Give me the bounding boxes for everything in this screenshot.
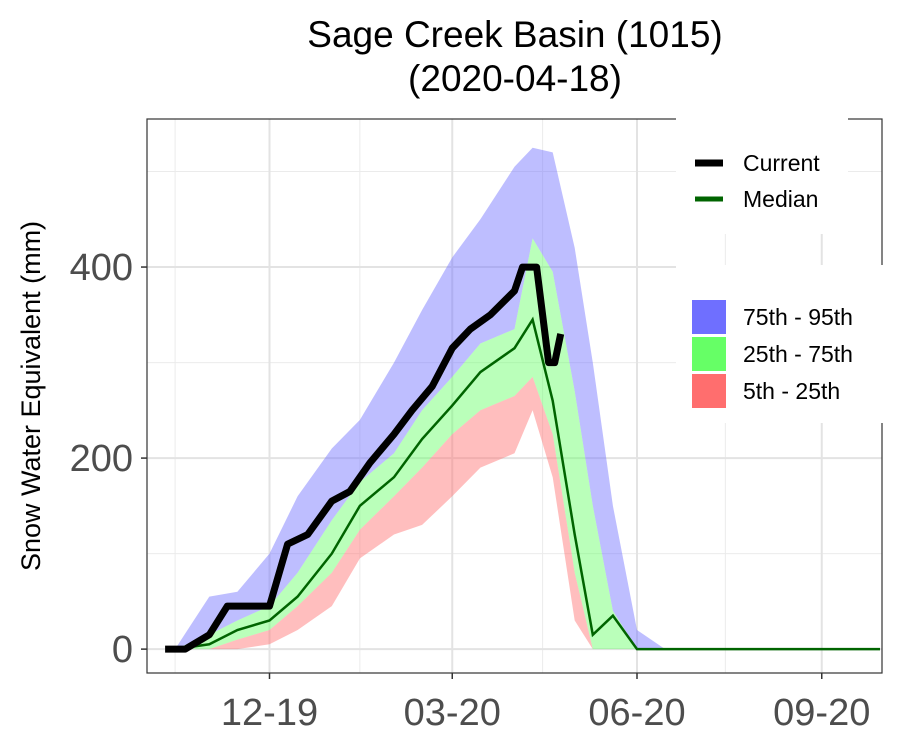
current-line — [165, 263, 565, 653]
legend-band-label: 25th - 75th — [743, 341, 853, 367]
legend-line-label: Median — [743, 186, 818, 212]
y-tick-label: 400 — [70, 247, 133, 289]
chart-subtitle: (2020-04-18) — [408, 58, 622, 99]
legend-band-key — [692, 337, 726, 371]
x-tick-label: 09-20 — [773, 692, 870, 734]
band-75th-95th — [175, 147, 881, 650]
legend-band-label: 75th - 95th — [743, 304, 853, 330]
legend-lines-box — [676, 112, 848, 234]
y-tick-label: 200 — [70, 438, 133, 480]
y-tick-label: 0 — [112, 629, 133, 671]
legend-band-label: 5th - 25th — [743, 378, 840, 404]
legend-band-key — [692, 300, 726, 334]
chart-title: Sage Creek Basin (1015) — [307, 14, 723, 55]
legend-band-key — [692, 374, 726, 408]
median-line — [174, 316, 880, 651]
legend-line-label: Current — [743, 150, 820, 176]
band-25th-75th — [175, 238, 881, 650]
x-tick-label: 03-20 — [404, 692, 501, 734]
x-tick-label: 06-20 — [588, 692, 685, 734]
x-tick-label: 12-19 — [221, 692, 318, 734]
